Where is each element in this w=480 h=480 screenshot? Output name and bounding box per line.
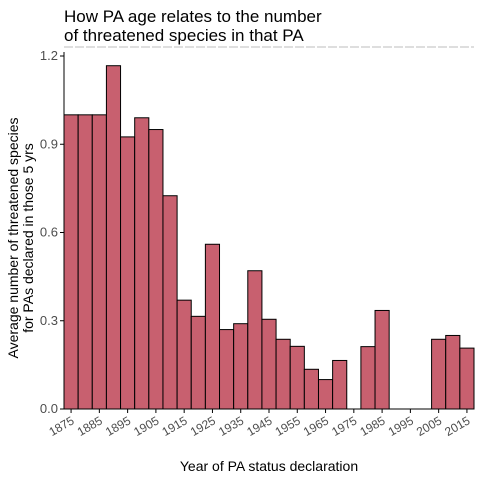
bar — [445, 334, 461, 410]
chart-title: How PA age relates to the number of threa… — [64, 7, 322, 45]
x-axis-title: Year of PA status declaration — [180, 458, 358, 474]
bar — [176, 299, 192, 410]
y-tick-label: 0.0 — [40, 401, 58, 416]
bar — [134, 117, 150, 410]
bar — [204, 243, 221, 410]
bar — [148, 129, 164, 410]
x-tick-label: 1975 — [329, 413, 359, 439]
x-tick-label: 1935 — [216, 413, 246, 439]
bar — [261, 318, 277, 410]
text-line: for PAs declared in those 5 yrs — [20, 143, 36, 333]
y-axis-title: Average number of threatened speciesfor … — [5, 117, 36, 358]
y-tick-label: 0.3 — [40, 313, 58, 328]
x-tick-label: 1885 — [75, 413, 105, 439]
bar — [120, 136, 136, 410]
bar — [190, 315, 206, 410]
bar — [162, 195, 178, 410]
bar — [303, 368, 319, 410]
x-tick-label: 1985 — [357, 413, 387, 439]
bar — [233, 323, 249, 410]
bar — [219, 329, 235, 410]
text-line: of threatened species in that PA — [64, 26, 304, 45]
bar — [91, 114, 107, 410]
bar — [77, 114, 93, 410]
x-tick-label: 1905 — [131, 413, 161, 439]
bar — [275, 338, 291, 410]
x-tick-label: 1895 — [103, 413, 133, 439]
bar — [317, 379, 334, 410]
x-tick-label: 1945 — [244, 413, 274, 439]
y-axis: 0.0 0.3 0.6 0.9 1.2 — [40, 48, 65, 416]
x-axis: 1875188518951905191519251935194519551965… — [46, 408, 474, 439]
x-tick-label: 1925 — [188, 413, 218, 439]
y-tick-label: 1.2 — [40, 48, 58, 63]
x-tick-label: 1955 — [273, 413, 303, 439]
y-tick-label: 0.9 — [40, 136, 58, 151]
bar — [247, 270, 263, 410]
bars-group — [63, 65, 475, 410]
text-line: How PA age relates to the number — [64, 7, 322, 26]
x-tick-label: 1995 — [386, 413, 416, 439]
x-tick-label: 2015 — [442, 413, 472, 439]
bar — [105, 65, 122, 410]
x-tick-label: 2005 — [414, 413, 444, 439]
bar — [63, 114, 79, 410]
bar — [431, 338, 447, 410]
x-tick-label: 1915 — [160, 413, 190, 439]
y-tick-label: 0.6 — [40, 225, 58, 240]
bar — [374, 309, 390, 410]
bar — [360, 346, 376, 410]
bar — [332, 359, 348, 410]
x-tick-label: 1965 — [301, 413, 331, 439]
x-tick-label: 1875 — [46, 413, 76, 439]
bar — [459, 347, 475, 410]
bar — [289, 345, 305, 410]
text-line: Average number of threatened species — [5, 117, 21, 358]
